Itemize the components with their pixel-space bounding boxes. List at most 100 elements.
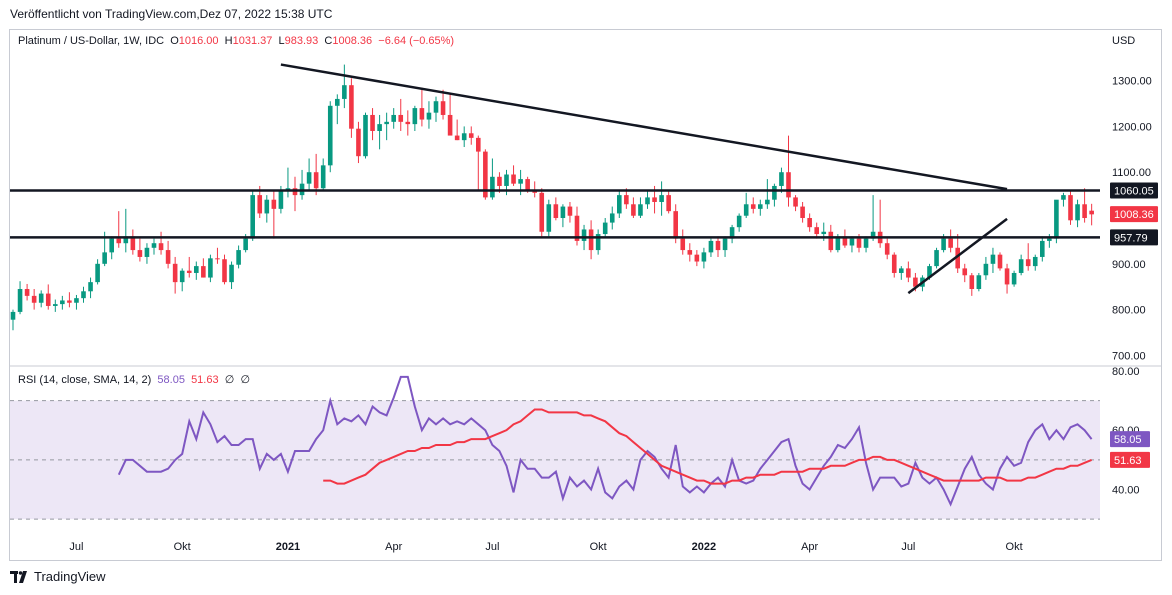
close-label: C — [324, 35, 333, 47]
candle-body — [476, 137, 481, 152]
candle-body — [123, 236, 129, 244]
candle-body — [320, 165, 326, 189]
candle-body — [454, 135, 460, 141]
candle-body — [370, 114, 375, 131]
candle-body — [638, 204, 643, 216]
footer[interactable]: TradingView — [10, 569, 106, 584]
candle-body — [88, 282, 93, 292]
candle-body — [546, 204, 552, 232]
candle-body — [631, 204, 636, 216]
candle-body — [835, 236, 841, 251]
price-tick-label: 1300.00 — [1112, 76, 1152, 88]
candle-body — [934, 250, 939, 267]
candlestick-series — [10, 64, 1094, 331]
candle-body — [412, 108, 418, 125]
candle-body — [659, 195, 664, 202]
candle-body — [567, 206, 573, 216]
candle-body — [899, 268, 904, 273]
candle-body — [342, 85, 347, 99]
candle-body — [67, 300, 72, 303]
time-tick-label: Apr — [801, 541, 818, 553]
candle-body — [229, 264, 234, 283]
candle-body — [793, 197, 798, 207]
candle-body — [906, 268, 911, 278]
symbol-name: Platinum / US-Dollar, 1W, IDC — [18, 35, 165, 47]
candle-body — [116, 238, 122, 244]
candle-body — [236, 250, 241, 265]
change-value: −6.64 (−0.65%) — [378, 35, 455, 47]
rsi-ma-legend-value: 51.63 — [191, 374, 219, 386]
candle-body — [983, 263, 989, 276]
currency-label: USD — [1112, 35, 1135, 47]
candle-body — [645, 197, 650, 205]
candle-body — [990, 254, 996, 264]
candle-body — [447, 114, 453, 136]
candle-body — [405, 121, 411, 125]
candle-body — [1075, 204, 1080, 221]
high-value: 1031.37 — [232, 35, 273, 47]
candle-body — [45, 293, 51, 306]
rsi-series — [117, 375, 1093, 507]
candle-body — [74, 298, 79, 303]
candle-body — [179, 270, 185, 283]
candle-body — [758, 204, 763, 209]
candle-body — [863, 238, 869, 248]
price-label-text: 1008.36 — [1114, 209, 1154, 221]
candle-body — [962, 268, 968, 276]
candle-body — [60, 300, 65, 305]
candle-body — [652, 197, 657, 202]
chart-frame — [9, 29, 1162, 561]
time-tick-label: 2021 — [276, 541, 300, 553]
candle-body — [1082, 204, 1087, 219]
price-labels: 1060.05 1008.36 957.79 58.05 51.63 — [1110, 182, 1158, 468]
open-value: 1016.00 — [178, 35, 219, 47]
candle-body — [525, 179, 530, 191]
trendline-0 — [280, 63, 1008, 191]
rsi-value-label-box — [1110, 431, 1150, 448]
candle-body — [391, 114, 396, 122]
candle-body — [666, 195, 671, 212]
candle-body — [271, 199, 277, 209]
candle-body — [95, 263, 100, 283]
candle-body — [165, 250, 171, 264]
symbol-legend: Platinum / US-Dollar, 1W, IDC O1016.00 H… — [18, 35, 454, 47]
candle-body — [398, 114, 404, 122]
candle-body — [497, 176, 502, 186]
candle-body — [750, 204, 756, 209]
rsi-panel — [10, 400, 1100, 520]
candle-body — [997, 254, 1003, 269]
candle-body — [468, 133, 474, 138]
rsi-na-2: ∅ — [240, 374, 251, 386]
price-label-text: 957.79 — [1114, 232, 1148, 244]
candle-body — [137, 250, 143, 257]
candle-body — [976, 275, 982, 290]
rsi-tick-label: 80.00 — [1112, 366, 1140, 378]
candle-body — [426, 112, 432, 120]
candle-body — [158, 243, 164, 251]
candle-body — [419, 108, 425, 120]
candle-body — [539, 192, 545, 232]
candle-body — [257, 195, 263, 214]
candle-body — [1011, 272, 1017, 285]
candle-body — [363, 114, 368, 157]
time-tick-label: Jul — [485, 541, 499, 553]
candle-body — [891, 254, 897, 273]
candle-body — [461, 133, 467, 141]
candle-body — [504, 174, 509, 186]
candle-body — [1032, 256, 1038, 267]
candle-body — [511, 174, 516, 184]
rsi-legend: RSI (14, close, SMA, 14, 2) 58.05 51.63 … — [18, 373, 250, 386]
candle-body — [250, 195, 255, 239]
candle-body — [518, 179, 523, 184]
candle-body — [81, 291, 86, 299]
candle-body — [377, 124, 382, 131]
price-tick-label: 800.00 — [1112, 305, 1146, 317]
candle-body — [327, 105, 333, 166]
candle-body — [201, 266, 206, 278]
price-tick-label: 700.00 — [1112, 350, 1146, 362]
rsi-ma-value-label: 51.63 — [1114, 455, 1142, 467]
candle-body — [574, 215, 580, 241]
candle-body — [772, 185, 777, 200]
time-tick-label: Jul — [901, 541, 915, 553]
